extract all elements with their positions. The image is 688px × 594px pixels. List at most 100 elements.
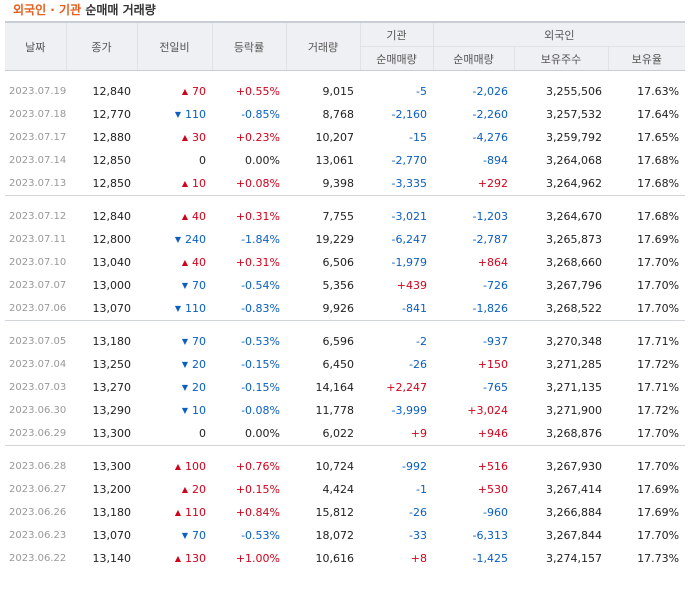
foreign-net-cell: -2,787 [472, 233, 508, 246]
date-cell: 2023.07.03 [9, 382, 66, 393]
foreign-net-cell: +150 [477, 358, 508, 371]
holdings-cell: 3,264,670 [546, 210, 602, 223]
close-price-cell: 13,300 [92, 460, 132, 473]
foreign-net-cell: +3,024 [467, 404, 508, 417]
table-row: 2023.07.10 13,040 ▲ 40 +0.31% 6,506 -1,979 +864… [5, 251, 685, 274]
table-row: 2023.06.23 13,070 ▼ 70 -0.53% 18,072 -33 -6,313… [5, 524, 685, 547]
foreign-net-cell: +946 [477, 427, 508, 440]
change-rate-cell: +0.55% [235, 85, 280, 98]
table-row: 2023.07.03 13,270 ▼ 20 -0.15% 14,164 +2,247 -76… [5, 376, 685, 399]
change-rate-cell: 0.00% [245, 427, 280, 440]
panel-title: 외국인 · 기관 순매매 거래량 [13, 1, 156, 19]
volume-cell: 4,424 [322, 483, 355, 496]
volume-cell: 15,812 [315, 506, 355, 519]
change-value: 20 [192, 358, 206, 371]
change-cell: ▼ 20 [137, 376, 212, 399]
volume-cell: 10,616 [315, 552, 355, 565]
title-investor-label: 외국인 · 기관 [13, 3, 82, 17]
volume-cell: 19,229 [315, 233, 355, 246]
holding-ratio-cell: 17.63% [637, 85, 680, 98]
date-cell: 2023.07.06 [9, 303, 66, 314]
foreign-net-cell: +864 [477, 256, 508, 269]
close-price-cell: 12,840 [92, 210, 132, 223]
change-rate-cell: +0.76% [235, 460, 280, 473]
change-rate-cell: +0.08% [235, 177, 280, 190]
triangle-up-icon: ▲ [174, 462, 181, 471]
date-cell: 2023.07.05 [9, 336, 66, 347]
holdings-cell: 3,271,900 [546, 404, 602, 417]
date-cell: 2023.07.13 [9, 178, 66, 189]
table-row: 2023.06.30 13,290 ▼ 10 -0.08% 11,778 -3,999 +3,… [5, 399, 685, 422]
change-cell: ▲ 40 [137, 251, 212, 274]
holdings-cell: 3,259,792 [546, 131, 602, 144]
volume-cell: 10,207 [315, 131, 355, 144]
triangle-down-icon: ▼ [181, 531, 188, 540]
institution-net-cell: +9 [410, 427, 427, 440]
change-value: 100 [185, 460, 206, 473]
date-cell: 2023.06.29 [9, 428, 66, 439]
header-rate: 등락률 [211, 21, 286, 71]
date-cell: 2023.06.30 [9, 405, 66, 416]
change-cell: ▲ 130 [137, 547, 212, 570]
volume-cell: 18,072 [315, 529, 355, 542]
triangle-down-icon: ▼ [174, 235, 181, 244]
holding-ratio-cell: 17.72% [637, 358, 680, 371]
foreign-net-cell: -2,260 [472, 108, 508, 121]
header-institution-net: 순매매량 [359, 46, 433, 71]
volume-cell: 6,506 [322, 256, 355, 269]
holding-ratio-cell: 17.70% [637, 256, 680, 269]
change-cell: ▼ 20 [137, 353, 212, 376]
holdings-cell: 3,274,157 [546, 552, 602, 565]
change-value: 110 [185, 108, 206, 121]
institution-net-cell: -26 [409, 506, 427, 519]
holding-ratio-cell: 17.64% [637, 108, 680, 121]
change-rate-cell: -0.53% [241, 529, 280, 542]
change-value: 110 [185, 506, 206, 519]
table-row: 2023.07.19 12,840 ▲ 70 +0.55% 9,015 -5 -2,026 3,… [5, 80, 685, 103]
holdings-cell: 3,270,348 [546, 335, 602, 348]
change-cell: ▼ 110 [137, 297, 212, 321]
foreign-net-cell: +530 [477, 483, 508, 496]
change-cell: ▼ 110 [137, 103, 212, 126]
close-price-cell: 12,850 [92, 154, 132, 167]
institution-net-cell: -3,021 [391, 210, 427, 223]
volume-cell: 6,596 [322, 335, 355, 348]
institution-net-cell: -15 [409, 131, 427, 144]
date-cell: 2023.07.18 [9, 109, 66, 120]
change-cell: ▼ 70 [137, 524, 212, 547]
triangle-down-icon: ▼ [181, 360, 188, 369]
triangle-down-icon: ▼ [181, 383, 188, 392]
holdings-cell: 3,268,660 [546, 256, 602, 269]
institution-net-cell: +439 [396, 279, 427, 292]
date-cell: 2023.07.17 [9, 132, 66, 143]
date-cell: 2023.06.22 [9, 553, 66, 564]
change-cell: ▲ 20 [137, 478, 212, 501]
change-value: 10 [192, 404, 206, 417]
change-rate-cell: -1.84% [241, 233, 280, 246]
table-row: 2023.07.12 12,840 ▲ 40 +0.31% 7,755 -3,021 -1,2… [5, 205, 685, 228]
foreign-net-cell: -1,425 [472, 552, 508, 565]
date-cell: 2023.07.07 [9, 280, 66, 291]
change-rate-cell: -0.83% [241, 302, 280, 315]
holdings-cell: 3,264,962 [546, 177, 602, 190]
change-cell: ▼ 10 [137, 399, 212, 422]
change-cell: ▼ 70 [137, 274, 212, 297]
foreign-net-cell: -960 [483, 506, 508, 519]
holding-ratio-cell: 17.70% [637, 279, 680, 292]
table-row: 2023.06.22 13,140 ▲ 130 +1.00% 10,616 +8 -1,425… [5, 547, 685, 570]
change-cell: 0 [137, 422, 212, 446]
holdings-cell: 3,271,135 [546, 381, 602, 394]
close-price-cell: 13,270 [92, 381, 132, 394]
change-value: 0 [199, 427, 206, 440]
institution-net-cell: -3,335 [391, 177, 427, 190]
header-foreign-net: 순매매량 [432, 46, 514, 71]
volume-cell: 10,724 [315, 460, 355, 473]
close-price-cell: 12,850 [92, 177, 132, 190]
change-value: 70 [192, 529, 206, 542]
change-value: 10 [192, 177, 206, 190]
triangle-up-icon: ▲ [181, 212, 188, 221]
date-cell: 2023.07.04 [9, 359, 66, 370]
table-row: 2023.07.05 13,180 ▼ 70 -0.53% 6,596 -2 -937 3,27… [5, 330, 685, 353]
header-close: 종가 [65, 21, 137, 71]
institution-net-cell: -3,999 [391, 404, 427, 417]
